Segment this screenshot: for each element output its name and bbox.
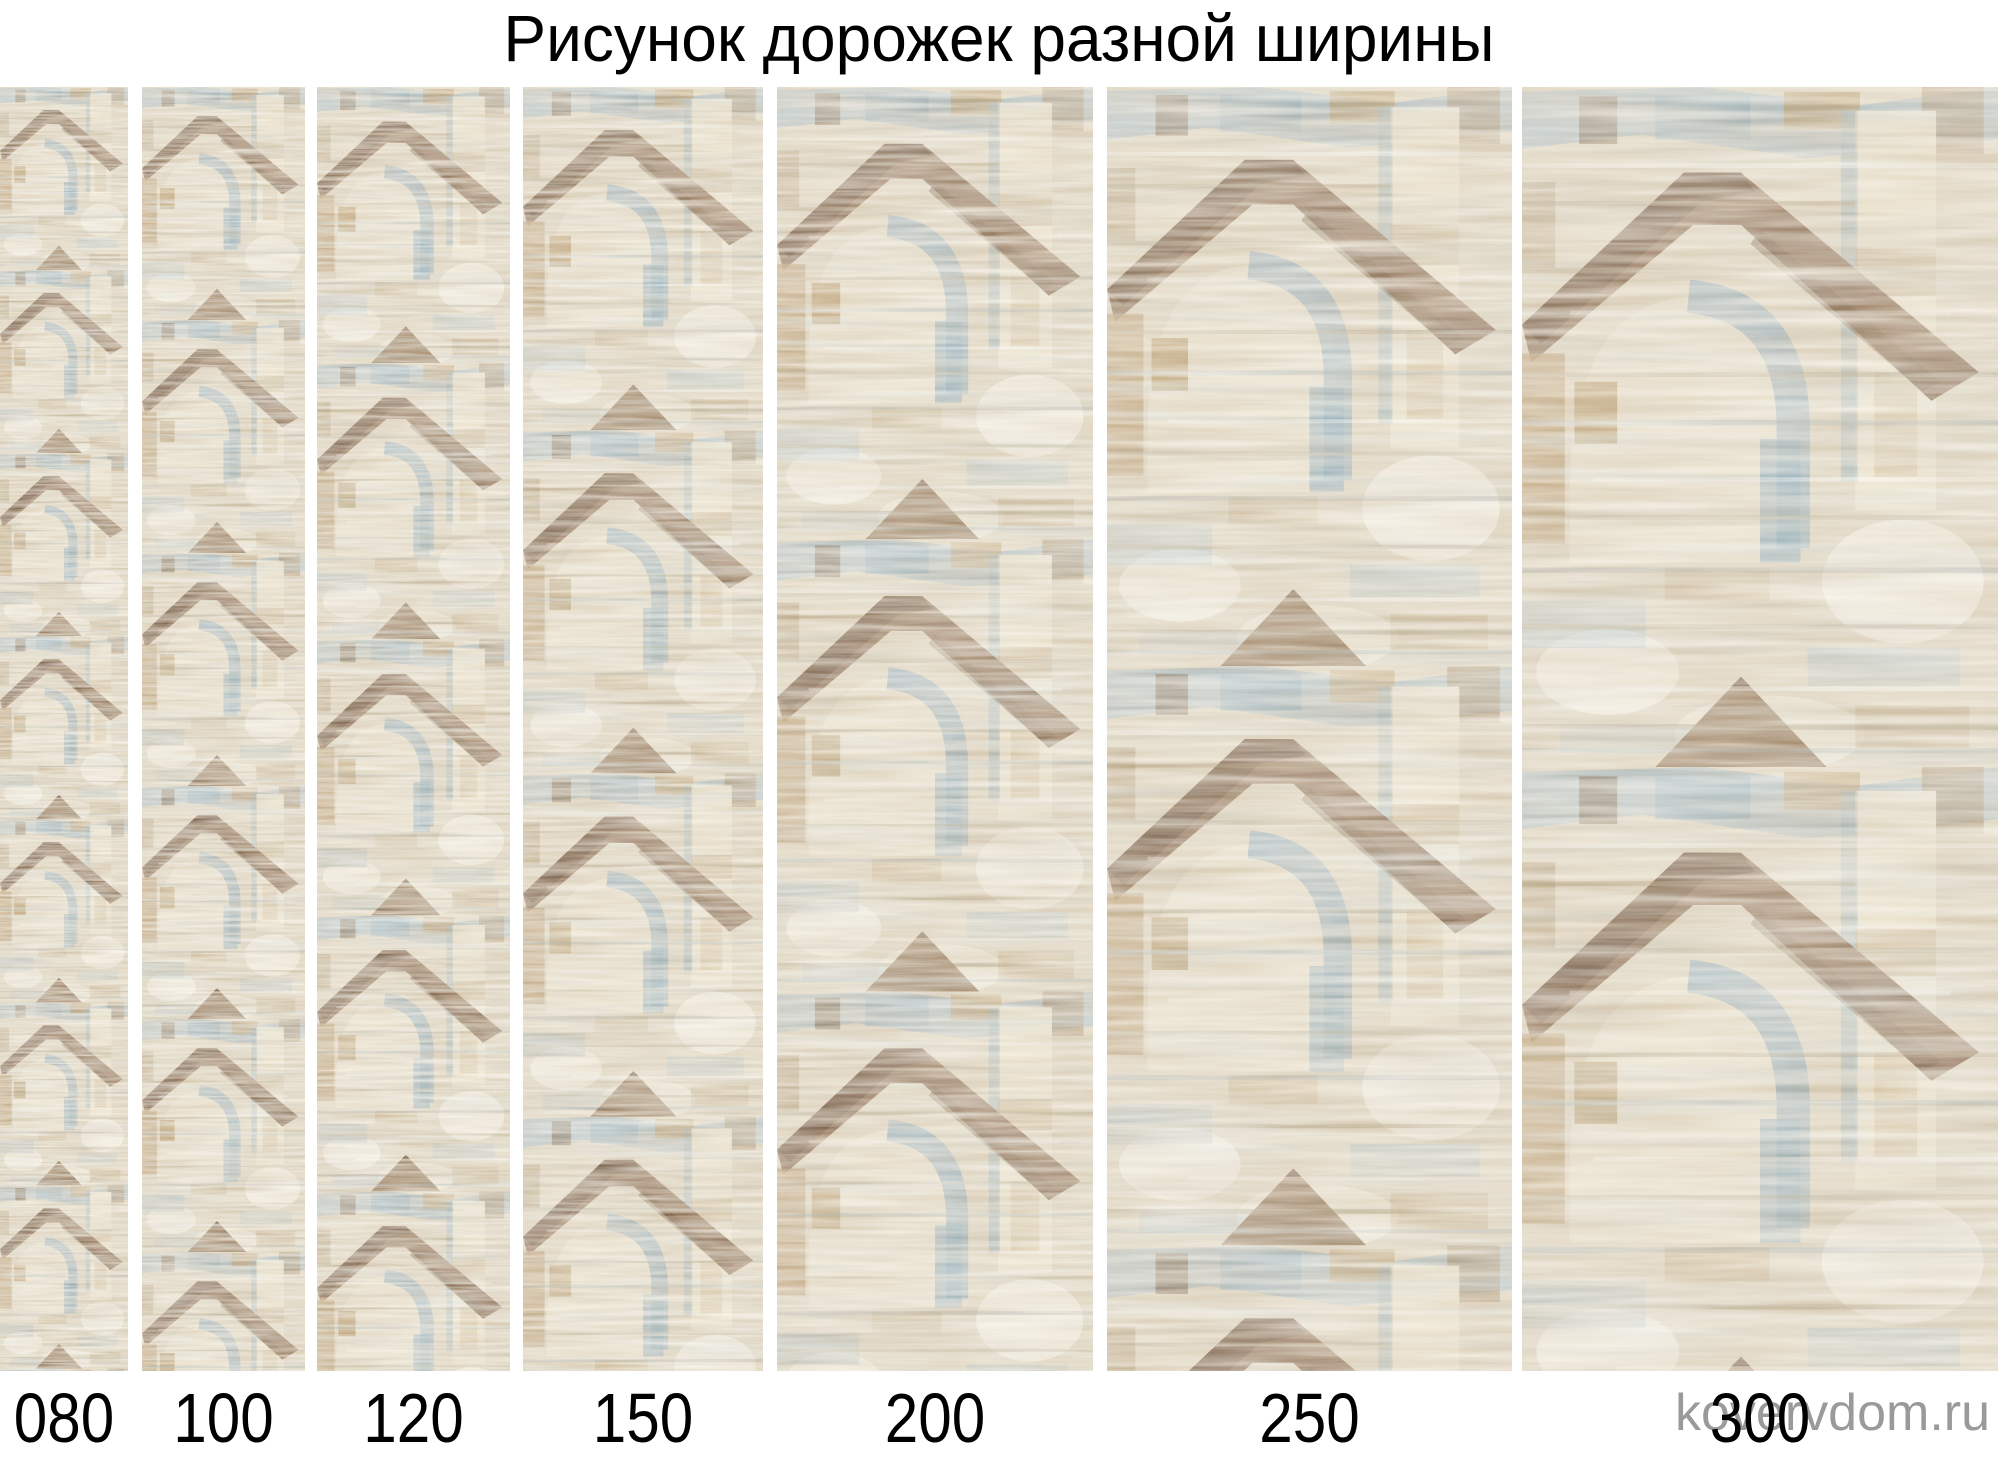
runner-strip-300: 300: [1522, 87, 1998, 1453]
carpet-pattern: [777, 87, 1093, 1371]
strip-width-label: 300: [1709, 1379, 1811, 1457]
strip-width-label: 250: [1259, 1379, 1360, 1457]
watermark-text: kovervdom.ru: [1675, 1384, 1990, 1442]
carpet-pattern: [1107, 87, 1512, 1371]
page-title: Рисунок дорожек разной ширины: [503, 1, 1495, 75]
carpet-pattern: [142, 87, 305, 1371]
runner-strip-150: 150: [523, 87, 763, 1453]
strip-width-label: 120: [363, 1379, 464, 1457]
carpet-pattern: [317, 87, 510, 1371]
runner-strip-250: 250: [1107, 87, 1512, 1453]
strip-width-label: 100: [173, 1379, 274, 1457]
carpet-pattern: [523, 87, 763, 1371]
carpet-pattern: [0, 87, 128, 1371]
strip-width-label: 150: [592, 1379, 694, 1457]
carpet-pattern: [1522, 87, 1998, 1371]
strips-row: 080 100 120 150 200 250 300: [0, 87, 1998, 1460]
strip-width-label: 080: [13, 1379, 115, 1457]
runner-strip-100: 100: [142, 87, 305, 1453]
runner-strip-080: 080: [0, 87, 128, 1453]
runner-strip-200: 200: [777, 87, 1093, 1453]
runner-strip-120: 120: [317, 87, 510, 1453]
strip-width-label: 200: [884, 1379, 986, 1457]
